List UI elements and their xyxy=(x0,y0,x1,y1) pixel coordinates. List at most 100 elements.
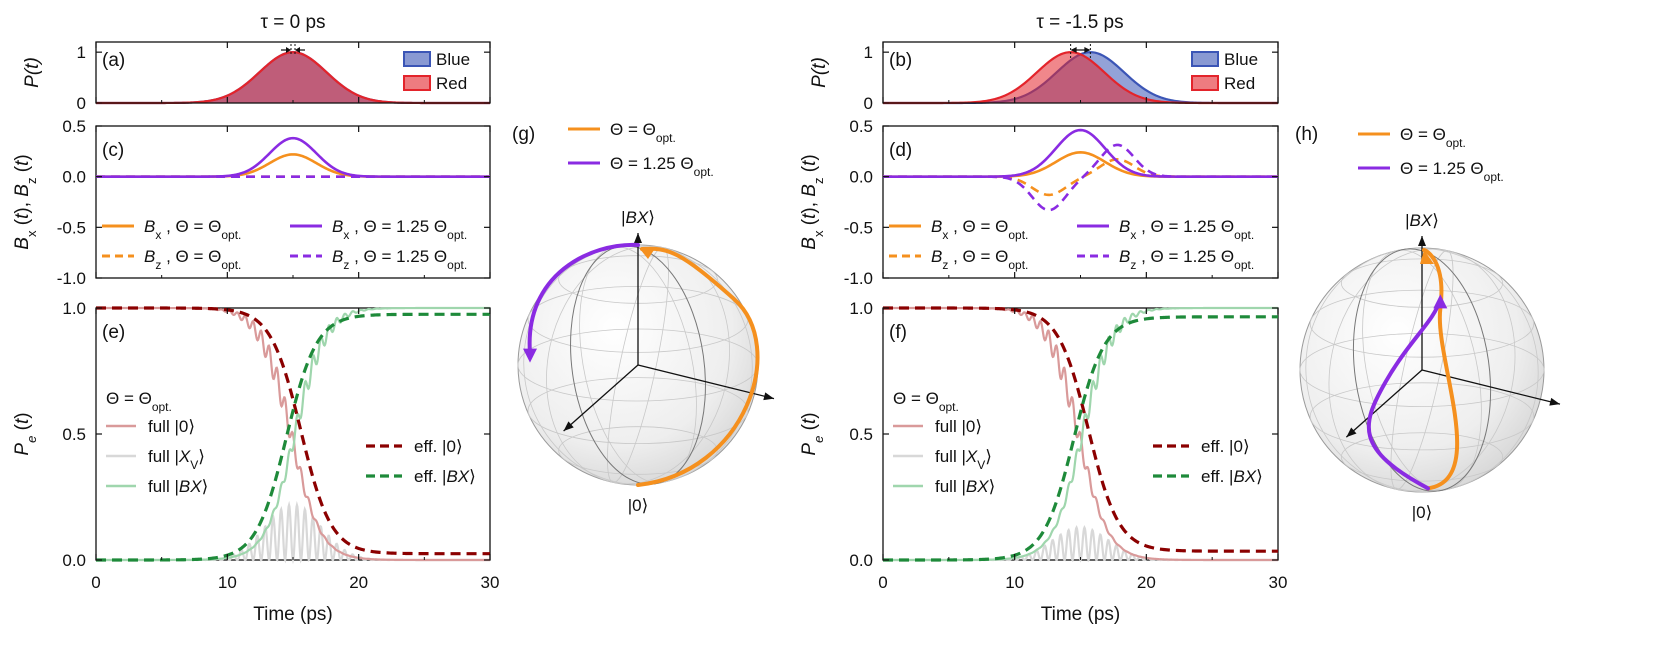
panel-label: (a) xyxy=(102,50,125,71)
bloch-trajectory-over xyxy=(1366,297,1443,491)
pulse-ytick-label-0: 0 xyxy=(864,94,873,113)
population-ytick-label-0: 0.0 xyxy=(62,551,86,570)
bloch-bottom-state: |0⟩ xyxy=(628,496,649,515)
field-ytick-label-0: -1.0 xyxy=(844,269,873,288)
bloch-meridian xyxy=(1352,248,1492,492)
pulse-ylabel: P(t) xyxy=(22,57,43,88)
bloch-trajectory-over xyxy=(527,242,640,355)
field-line-0 xyxy=(96,153,490,178)
pulse-area-red xyxy=(96,52,490,103)
population-legend-eff-0: eff. |0⟩ xyxy=(1201,437,1250,456)
bloch-longitude xyxy=(1305,247,1539,493)
field-ylabel: Bx (t), Bz (t) xyxy=(799,154,826,249)
field-ytick-label-3: 0.5 xyxy=(849,117,873,136)
bloch-longitude xyxy=(546,245,730,485)
population-xtick-label-3: 30 xyxy=(481,573,500,592)
population-theta-label: Θ = Θopt. xyxy=(106,389,172,414)
population-ytick-label-1: 0.5 xyxy=(849,425,873,444)
bloch-latitude xyxy=(527,377,749,444)
panel-label: (d) xyxy=(889,140,912,161)
field-legend-label-2: Bx , Θ = 1.25 Θopt. xyxy=(1119,217,1254,242)
field-legend-label-1: Bz , Θ = Θopt. xyxy=(144,247,241,272)
bloch-axis-arrowhead-1 xyxy=(1549,397,1560,406)
pulse-area-red xyxy=(883,52,1278,103)
bloch-sphere-0: |BX⟩ |0⟩ xyxy=(517,208,775,515)
bloch-legend-label-1: Θ = 1.25 Θopt. xyxy=(1400,159,1504,184)
population-legend-eff-1: eff. |BX⟩ xyxy=(414,467,476,486)
population-full-line-1 xyxy=(96,500,490,565)
bloch-bottom-state: |0⟩ xyxy=(1412,503,1433,522)
field-legend-label-0: Bx , Θ = Θopt. xyxy=(931,217,1028,242)
population-legend-full-1: full |XV⟩ xyxy=(935,447,992,472)
field-line-0 xyxy=(883,151,1278,178)
legend-label-red: Red xyxy=(436,74,467,93)
population-xlabel: Time (ps) xyxy=(1041,604,1121,625)
bloch-axis-2 xyxy=(563,364,639,432)
bloch-top-state: |BX⟩ xyxy=(1405,211,1439,230)
panel-label: (g) xyxy=(512,124,535,145)
column-title: τ = 0 ps xyxy=(260,12,325,33)
population-eff-line-3 xyxy=(96,306,490,556)
field-ytick-label-1: -0.5 xyxy=(57,218,86,237)
panel-label: (h) xyxy=(1295,124,1318,145)
panel-label: (e) xyxy=(102,322,125,343)
population-legend-full-0: full |0⟩ xyxy=(935,417,982,436)
bloch-axis-arrowhead-0 xyxy=(634,233,642,243)
column-title: τ = -1.5 ps xyxy=(1036,12,1123,33)
field-line-2 xyxy=(96,136,490,178)
bloch-latitude xyxy=(1340,432,1504,482)
population-ytick-label-1: 0.5 xyxy=(62,425,86,444)
panel-label: (b) xyxy=(889,50,912,71)
bloch-axis-arrowhead-2 xyxy=(563,421,574,431)
bloch-arrowhead-opt xyxy=(640,247,656,259)
pulse-ytick-label-1: 1 xyxy=(77,43,86,62)
population-legend-full-2: full |BX⟩ xyxy=(935,477,995,496)
panel-label: (c) xyxy=(102,140,124,161)
bloch-legend-label-0: Θ = Θopt. xyxy=(1400,125,1466,150)
legend-label-blue: Blue xyxy=(1224,50,1258,69)
population-xtick-label-0: 0 xyxy=(878,573,887,592)
population-legend-full-2: full |BX⟩ xyxy=(148,477,208,496)
legend-swatch-red xyxy=(1191,75,1219,91)
delay-arrowheads xyxy=(1070,47,1091,53)
pulse-ytick-label-1: 1 xyxy=(864,43,873,62)
population-xtick-label-2: 20 xyxy=(1137,573,1156,592)
bloch-legend-label-0: Θ = Θopt. xyxy=(610,120,676,145)
field-ytick-label-3: 0.5 xyxy=(62,117,86,136)
bloch-arrowhead-over xyxy=(523,348,537,363)
field-ylabel: Bx (t), Bz (t) xyxy=(12,154,39,249)
legend-label-blue: Blue xyxy=(436,50,470,69)
bloch-top-state: |BX⟩ xyxy=(621,208,655,227)
field-legend-label-3: Bz , Θ = 1.25 Θopt. xyxy=(332,247,467,272)
bloch-axis-1 xyxy=(1421,369,1561,405)
population-legend-eff-0: eff. |0⟩ xyxy=(414,437,463,456)
pulse-ylabel: P(t) xyxy=(809,57,830,88)
population-xtick-label-2: 20 xyxy=(349,573,368,592)
population-full-line-1 xyxy=(883,524,1278,563)
population-xtick-label-1: 10 xyxy=(1005,573,1024,592)
legend-label-red: Red xyxy=(1224,74,1255,93)
population-ylabel: Pe (t) xyxy=(799,412,826,455)
population-legend-full-0: full |0⟩ xyxy=(148,417,195,436)
delay-arrowheads xyxy=(286,47,300,53)
population-ytick-label-2: 1.0 xyxy=(62,299,86,318)
field-line-3 xyxy=(883,143,1278,212)
bloch-longitude xyxy=(1328,248,1516,492)
population-xtick-label-0: 0 xyxy=(91,573,100,592)
panel-label: (f) xyxy=(889,322,907,343)
pulse-ytick-label-0: 0 xyxy=(77,94,86,113)
population-legend-eff-1: eff. |BX⟩ xyxy=(1201,467,1263,486)
field-ytick-label-1: -0.5 xyxy=(844,218,873,237)
bloch-trajectory-opt xyxy=(1422,248,1460,491)
bloch-trajectory-opt xyxy=(636,246,760,487)
field-ytick-label-2: 0.0 xyxy=(62,168,86,187)
bloch-arrowhead-opt xyxy=(1420,250,1434,264)
bloch-legend-label-1: Θ = 1.25 Θopt. xyxy=(610,154,714,179)
field-legend-label-2: Bx , Θ = 1.25 Θopt. xyxy=(332,217,467,242)
population-ytick-label-2: 1.0 xyxy=(849,299,873,318)
population-eff-line-3 xyxy=(883,306,1278,553)
bloch-axis-2 xyxy=(1345,369,1423,438)
population-ylabel: Pe (t) xyxy=(12,412,39,455)
population-xtick-label-1: 10 xyxy=(218,573,237,592)
